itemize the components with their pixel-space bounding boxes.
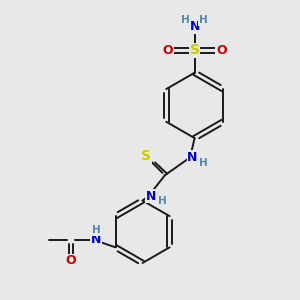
Text: N: N [189,20,200,33]
Text: O: O [216,44,226,57]
Text: N: N [91,233,101,246]
Text: H: H [158,196,166,206]
Text: H: H [92,225,100,236]
Text: N: N [187,151,198,164]
Text: N: N [146,190,156,202]
Text: O: O [163,44,173,57]
Text: S: S [190,44,200,57]
Text: H: H [181,15,189,25]
Text: O: O [66,254,76,267]
Text: S: S [141,149,151,163]
Text: H: H [199,158,208,168]
Text: H: H [199,15,207,25]
